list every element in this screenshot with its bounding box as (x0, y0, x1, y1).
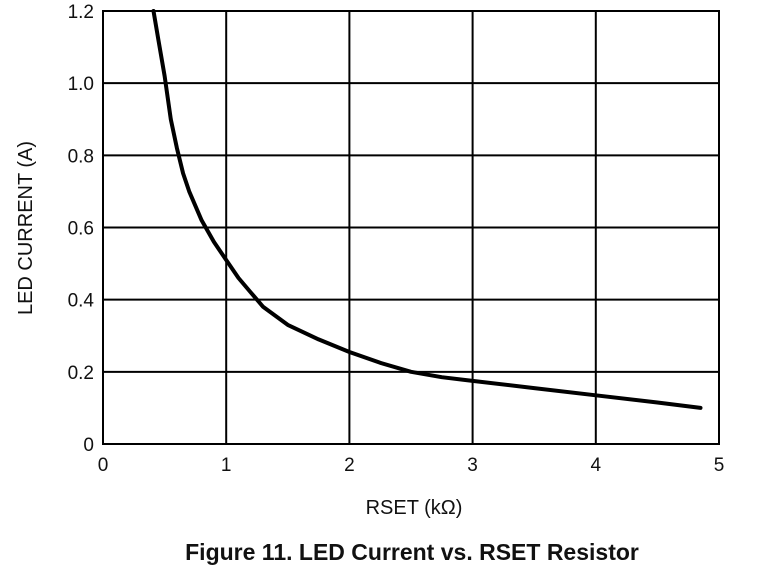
plot-frame (102, 10, 720, 445)
y-axis-title: LED CURRENT (A) (15, 141, 37, 315)
y-tick-label: 0 (83, 435, 94, 456)
series-layer (151, 9, 703, 410)
y-tick-label: 0.8 (68, 146, 94, 167)
y-tick-label: 0.2 (68, 363, 94, 384)
chart-title: Figure 11. LED Current vs. RSET Resistor (185, 539, 639, 565)
x-axis-title: RSET (kΩ) (366, 497, 463, 519)
plot-border (102, 10, 720, 445)
x-tick-labels: 0 1 2 3 4 5 (98, 455, 725, 476)
x-tick-label: 5 (714, 455, 725, 476)
y-tick-label: 1.0 (68, 74, 94, 95)
y-tick-labels: 0 0.2 0.4 0.6 0.8 1.0 1.2 (68, 2, 95, 456)
x-tick-label: 0 (98, 455, 109, 476)
series-line-0 (151, 9, 703, 410)
grid (103, 11, 719, 444)
y-tick-label: 0.4 (68, 291, 95, 312)
x-tick-label: 2 (344, 455, 355, 476)
y-tick-label: 0.6 (68, 219, 94, 240)
x-tick-label: 3 (467, 455, 478, 476)
x-tick-label: 4 (591, 455, 602, 476)
y-tick-label: 1.2 (68, 2, 94, 23)
x-tick-label: 1 (221, 455, 232, 476)
